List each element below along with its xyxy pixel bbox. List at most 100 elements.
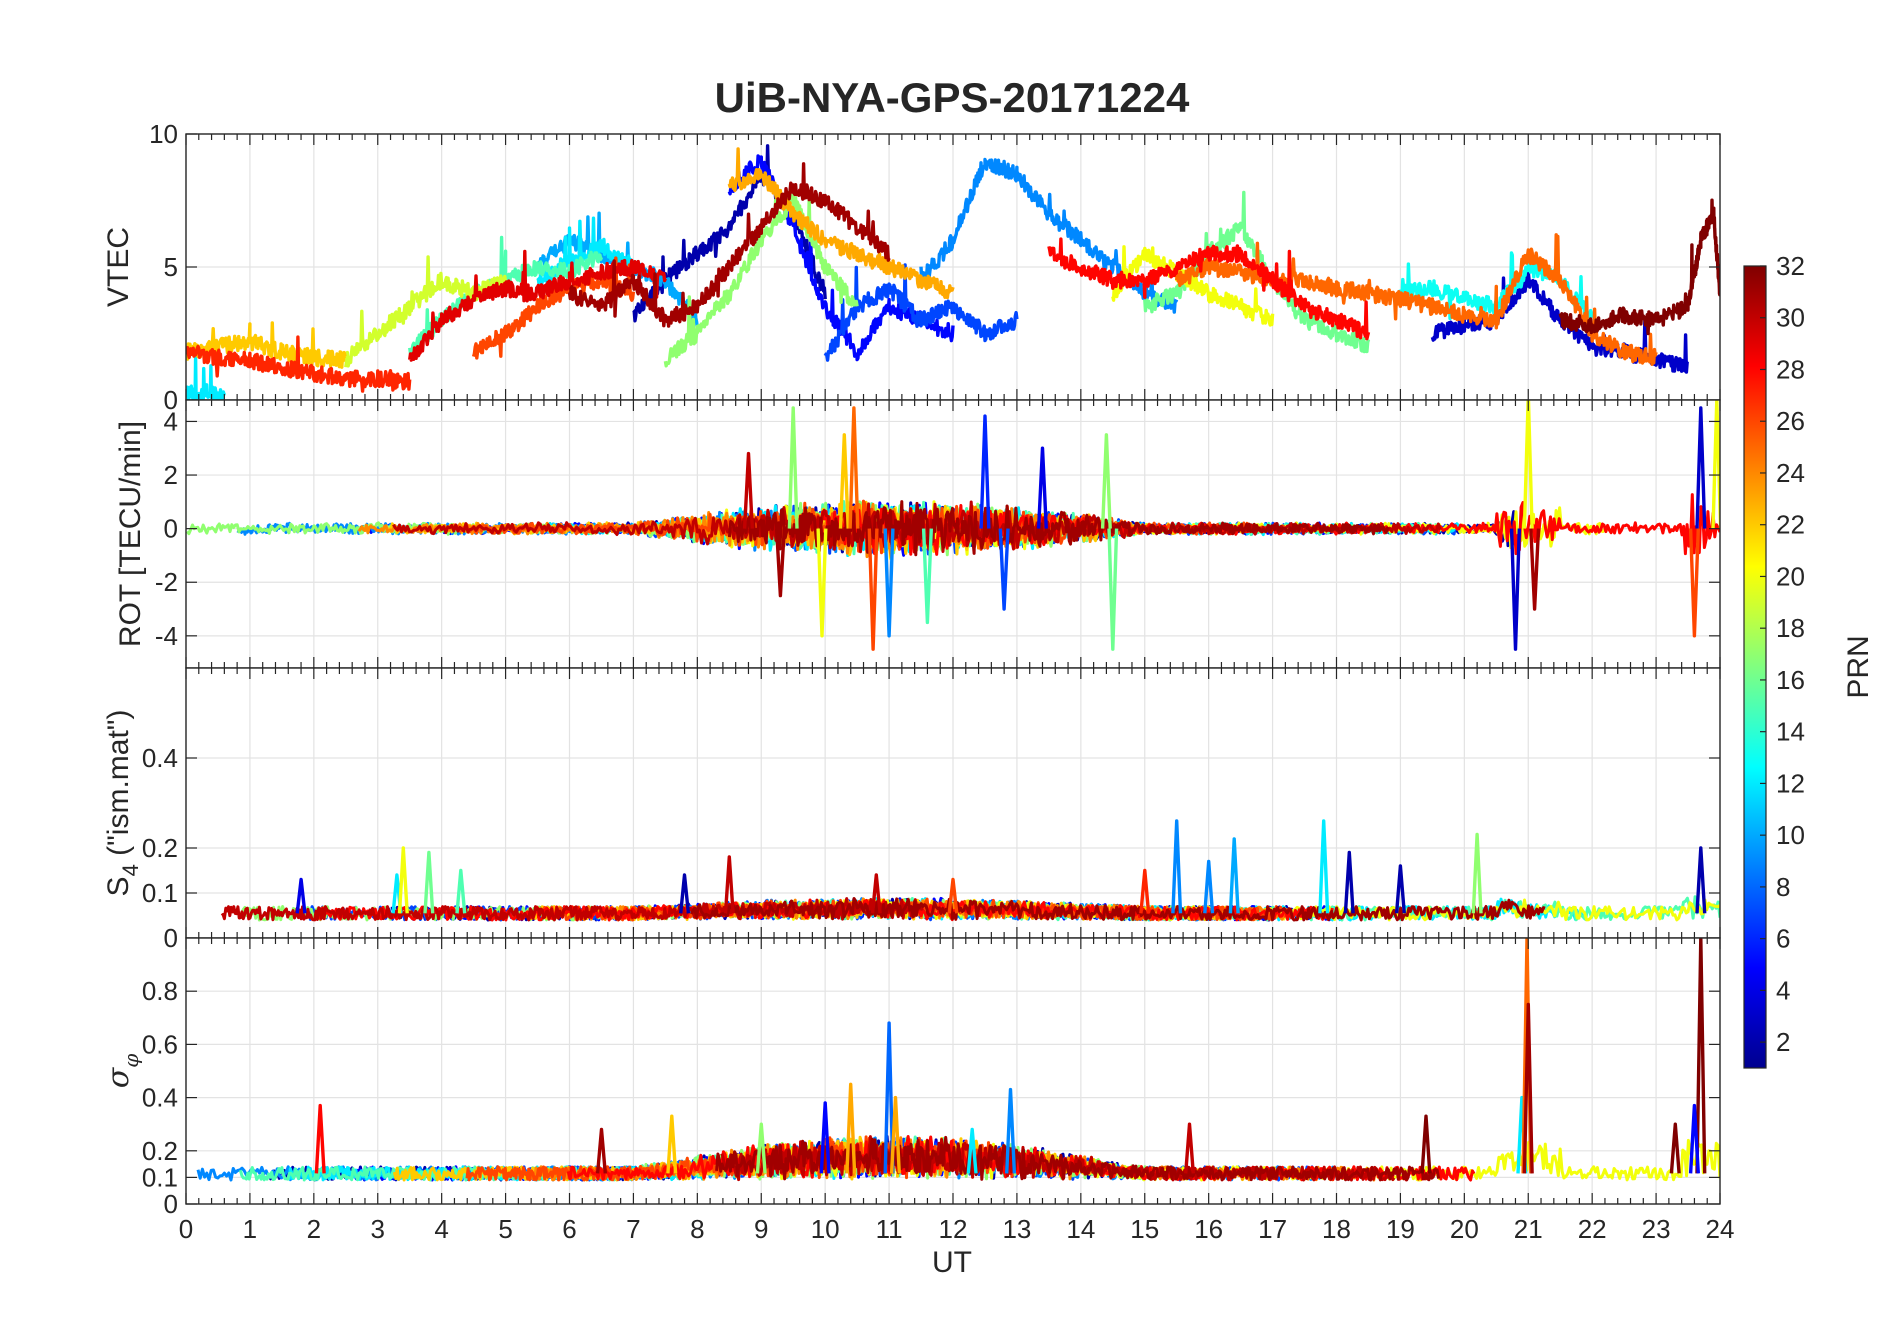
sigma_phi-spike-prn-31 [595, 1127, 607, 1174]
colorbar-tick-label: 22 [1776, 510, 1805, 540]
x-tick-label: 24 [1706, 1214, 1735, 1244]
colorbar-tick-label: 2 [1776, 1027, 1790, 1057]
colorbar-tick-label: 28 [1776, 354, 1805, 384]
s4-spike-prn-12 [1318, 819, 1330, 914]
x-tick-label: 6 [562, 1214, 576, 1244]
x-tick-label: 15 [1130, 1214, 1159, 1244]
y-axis-label-rot: ROT [TECU/min] [114, 421, 147, 647]
rot-spike-prn-16 [1107, 528, 1119, 651]
panel-rot: -4 -2 0 2 4 ROT [TECU/min] [114, 399, 1721, 669]
rot-spike-prn-15 [921, 528, 933, 625]
sigma_phi-spike-prn-12 [966, 1127, 978, 1174]
sigma_phi-spike-prn-8 [883, 1021, 895, 1174]
rot-spike-prn-20 [1522, 400, 1534, 529]
colorbar-tick-label: 16 [1776, 665, 1805, 695]
x-tick-label: 7 [626, 1214, 640, 1244]
sigma_phi-spike-prn-23 [845, 1082, 857, 1174]
sigma_phi-spike-prn-28 [314, 1103, 326, 1174]
y-tick-label: 0.8 [142, 976, 178, 1006]
colorbar-gradient [1743, 265, 1767, 1069]
sigma_phi-spike-prn-17 [755, 1122, 767, 1174]
rot-spike-prn-3 [1695, 406, 1707, 529]
y-tick-label: 4 [164, 406, 178, 436]
vtec-series-prn-27 [186, 335, 412, 393]
rot-spike-prn-31 [1529, 528, 1541, 611]
x-tick-label: 20 [1450, 1214, 1479, 1244]
y-axis-label-sigma_phi: σφ [101, 1054, 143, 1089]
colorbar-tick-label: 6 [1776, 924, 1790, 954]
panel-s4: 0 0.1 0.2 0.4S4 ("ism.mat") [102, 667, 1721, 953]
x-tick-label: 14 [1066, 1214, 1095, 1244]
rot-spike-prn-25 [848, 406, 860, 529]
x-tick-label: 16 [1194, 1214, 1223, 1244]
x-tick-label: 1 [243, 1214, 257, 1244]
y-tick-label: 0 [164, 514, 178, 544]
s4-spike-prn-2 [1394, 864, 1406, 914]
x-tick-label: 12 [939, 1214, 968, 1244]
s4-spike-prn-2 [1695, 846, 1707, 914]
panel-rot-ticks [185, 400, 1721, 668]
colorbar-tick-label: 18 [1776, 613, 1805, 643]
x-tick-label: 22 [1578, 1214, 1607, 1244]
x-tick-label: 3 [371, 1214, 385, 1244]
x-tick-label: 8 [690, 1214, 704, 1244]
vtec-series-prn-23 [727, 147, 955, 300]
colorbar-tick-label: 26 [1776, 406, 1805, 436]
rot-spike-prn-30 [742, 451, 754, 529]
panel-vtec-ticks [185, 133, 1721, 401]
s4-series-prn-31 [690, 897, 1546, 922]
sigma_phi-spike-prn-32 [1669, 1122, 1681, 1174]
s4-spike-prn-26 [947, 877, 959, 914]
s4-spike-prn-10 [1228, 837, 1240, 914]
sigma_phi-spike-prn-32 [1695, 938, 1707, 1174]
panel-s4-ticks [185, 668, 1721, 939]
colorbar-tick-label: 12 [1776, 768, 1805, 798]
s4-spike-prn-20 [397, 846, 409, 914]
sigma_phi-spike-prn-22 [666, 1114, 678, 1174]
rot-spike-prn-31 [774, 528, 786, 598]
s4-spike-prn-30 [870, 873, 882, 914]
s4-spike-prn-2 [679, 873, 691, 914]
colorbar-tick-label: 14 [1776, 717, 1805, 747]
rot-spike-prn-3 [1509, 528, 1521, 651]
vtec-series-prn-3 [1430, 270, 1690, 374]
colorbar-tick-label: 8 [1776, 872, 1790, 902]
colorbar-tick-label: 4 [1776, 975, 1790, 1005]
rot-spike-prn-26 [867, 528, 879, 651]
vtec-series-prn-26 [471, 256, 636, 360]
s4-spike-prn-17 [1471, 832, 1483, 914]
x-tick-label: 18 [1322, 1214, 1351, 1244]
s4-spike-prn-2 [1343, 850, 1355, 914]
rot-spike-prn-20 [816, 528, 828, 638]
y-tick-label: 0 [164, 385, 178, 415]
y-tick-label: 0.2 [142, 1136, 178, 1166]
panel-vtec: 0 5 10 VTEC [102, 119, 1721, 415]
vtec-series-prn-29 [408, 249, 667, 362]
x-tick-label: 13 [1002, 1214, 1031, 1244]
x-tick-label: 5 [498, 1214, 512, 1244]
y-tick-label: 0.4 [142, 743, 178, 773]
panel-sigma_phi: 00.10.2 0.4 0.6 0.8 σφ [101, 937, 1721, 1219]
rot-spike-prn-26 [1688, 528, 1700, 638]
x-tick-label: 23 [1642, 1214, 1671, 1244]
chart-title: UiB-NYA-GPS-20171224 [715, 74, 1190, 121]
y-tick-label: 10 [149, 119, 178, 149]
rot-spike-prn-17 [1100, 433, 1112, 529]
x-tick-label: 0 [179, 1214, 193, 1244]
s4-spike-prn-15 [455, 868, 467, 914]
panel-s4-plot [220, 819, 1720, 922]
colorbar-label: PRN [1842, 635, 1875, 698]
s4-spike-prn-9 [1203, 859, 1215, 914]
rot-spike-prn-9 [883, 528, 895, 638]
x-tick-label: 10 [811, 1214, 840, 1244]
x-tick-label: 2 [307, 1214, 321, 1244]
vtec-series-prn-19 [344, 255, 508, 368]
y-tick-label: -2 [155, 567, 178, 597]
panel-vtec-plot [186, 144, 1720, 400]
sigma_phi-spike-prn-5 [1688, 1103, 1700, 1174]
sigma_phi-spike-prn-30 [1184, 1122, 1195, 1174]
s4-spike-prn-30 [723, 855, 735, 914]
rot-spike-prn-4 [1036, 446, 1048, 529]
vtec-series-prn-22 [186, 321, 347, 374]
